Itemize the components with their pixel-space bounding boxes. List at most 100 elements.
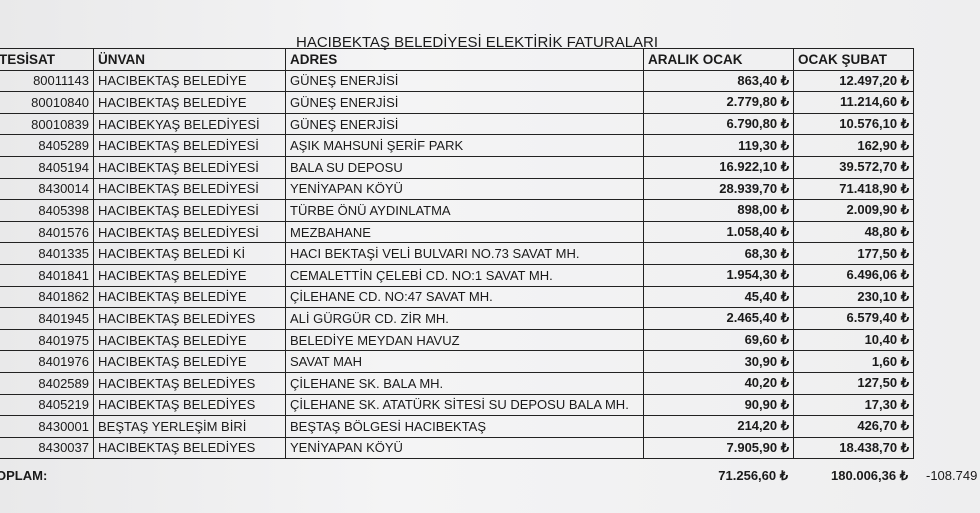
address: ÇİLEHANE CD. NO:47 SAVAT MH. xyxy=(285,285,644,309)
facility-id: 8401976 xyxy=(0,350,94,373)
amount-ocak-subat: 71.418,90 ₺ xyxy=(793,177,914,201)
table-row: 8405194 HACIBEKTAŞ BELEDİYESİ BALA SU DEPO… xyxy=(0,155,914,179)
holder: HACIBEKTAŞ BELEDİYESİ xyxy=(93,155,286,179)
holder: HACIBEKTAŞ BELEDİYES xyxy=(93,307,286,330)
total-difference: -108.749 xyxy=(926,468,978,483)
facility-id: 8402589 xyxy=(0,371,94,395)
amount-ocak-subat: 10.576,10 ₺ xyxy=(793,112,914,136)
header-row: TESİSAT ÜNVAN ADRES ARALIK OCAK OCAK ŞUBAT xyxy=(0,48,914,71)
amount-aralik-ocak: 28.939,70 ₺ xyxy=(643,177,794,201)
table-row: 8405398 HACIBEKTAŞ BELEDİYESİ TÜRBE ÖNÜ AY… xyxy=(0,199,914,222)
address: MEZBAHANE xyxy=(285,220,644,244)
amount-ocak-subat: 39.572,70 ₺ xyxy=(793,155,914,179)
holder: HACIBEKTAŞ BELEDİYESİ xyxy=(93,199,286,222)
address: BEŞTAŞ BÖLGESİ HACIBEKTAŞ xyxy=(285,415,644,438)
address: ALİ GÜRGÜR CD. ZİR MH. xyxy=(285,307,644,330)
holder: HACIBEKTAŞ BELEDİYES xyxy=(93,371,286,395)
amount-aralik-ocak: 2.465,40 ₺ xyxy=(643,307,794,330)
amount-ocak-subat: 162,90 ₺ xyxy=(793,134,914,157)
amount-ocak-subat: 18.438,70 ₺ xyxy=(793,436,914,460)
holder: HACIBEKTAŞ BELEDİYESİ xyxy=(93,220,286,244)
table-row: 80010840 HACIBEKTAŞ BELEDİYE GÜNEŞ ENERJİS… xyxy=(0,91,914,114)
amount-aralik-ocak: 863,40 ₺ xyxy=(643,69,794,93)
holder: HACIBEKTAŞ BELEDİYE xyxy=(93,350,286,373)
holder: HACIBEKTAŞ BELEDİYE xyxy=(93,263,286,287)
holder: HACIBEKYAŞ BELEDİYESİ xyxy=(93,112,286,136)
address: TÜRBE ÖNÜ AYDINLATMA xyxy=(285,199,644,222)
column-header: TESİSAT xyxy=(0,48,94,71)
amount-ocak-subat: 6.579,40 ₺ xyxy=(793,307,914,330)
table-row: 80010839 HACIBEKYAŞ BELEDİYESİ GÜNEŞ ENERJ… xyxy=(0,112,914,136)
address: ÇİLEHANE SK. ATATÜRK SİTESİ SU DEPOSU BA… xyxy=(285,393,644,417)
total-aralik-ocak: 71.256,60 ₺ xyxy=(718,468,788,483)
holder: HACIBEKTAŞ BELEDİYE xyxy=(93,285,286,309)
table-row: 8401862 HACIBEKTAŞ BELEDİYE ÇİLEHANE CD. N… xyxy=(0,285,914,309)
facility-id: 80010840 xyxy=(0,91,94,114)
holder: BEŞTAŞ YERLEŞİM BİRİ xyxy=(93,415,286,438)
facility-id: 8401975 xyxy=(0,328,94,352)
amount-aralik-ocak: 1.058,40 ₺ xyxy=(643,220,794,244)
table-row: 8430014 HACIBEKTAŞ BELEDİYESİ YENİYAPAN KÖ… xyxy=(0,177,914,201)
column-header: ARALIK OCAK xyxy=(643,48,794,71)
amount-ocak-subat: 230,10 ₺ xyxy=(793,285,914,309)
facility-id: 8401841 xyxy=(0,263,94,287)
facility-id: 8405398 xyxy=(0,199,94,222)
table-row: 8405289 HACIBEKTAŞ BELEDİYESİ AŞIK MAHSUNİ… xyxy=(0,134,914,157)
table-body: 80011143 HACIBEKTAŞ BELEDİYE GÜNEŞ ENERJİS… xyxy=(0,69,914,460)
amount-ocak-subat: 426,70 ₺ xyxy=(793,415,914,438)
address: YENİYAPAN KÖYÜ xyxy=(285,436,644,460)
holder: HACIBEKTAŞ BELEDİYE xyxy=(93,91,286,114)
facility-id: 8405194 xyxy=(0,155,94,179)
facility-id: 8401576 xyxy=(0,220,94,244)
amount-aralik-ocak: 7.905,90 ₺ xyxy=(643,436,794,460)
amount-aralik-ocak: 2.779,80 ₺ xyxy=(643,91,794,114)
facility-id: 80011143 xyxy=(0,69,94,93)
facility-id: 8430001 xyxy=(0,415,94,438)
table-row: 80011143 HACIBEKTAŞ BELEDİYE GÜNEŞ ENERJİS… xyxy=(0,69,914,93)
table-row: 8402589 HACIBEKTAŞ BELEDİYES ÇİLEHANE SK. … xyxy=(0,371,914,395)
amount-ocak-subat: 1,60 ₺ xyxy=(793,350,914,373)
address: ÇİLEHANE SK. BALA MH. xyxy=(285,371,644,395)
address: CEMALETTİN ÇELEBİ CD. NO:1 SAVAT MH. xyxy=(285,263,644,287)
amount-ocak-subat: 11.214,60 ₺ xyxy=(793,91,914,114)
facility-id: 8401862 xyxy=(0,285,94,309)
amount-aralik-ocak: 119,30 ₺ xyxy=(643,134,794,157)
holder: HACIBEKTAŞ BELEDİYES xyxy=(93,393,286,417)
amount-ocak-subat: 177,50 ₺ xyxy=(793,242,914,265)
facility-id: 8430037 xyxy=(0,436,94,460)
table-row: 8401945 HACIBEKTAŞ BELEDİYES ALİ GÜRGÜR CD… xyxy=(0,307,914,330)
amount-ocak-subat: 2.009,90 ₺ xyxy=(793,199,914,222)
invoice-table: TESİSAT ÜNVAN ADRES ARALIK OCAK OCAK ŞUBAT 8… xyxy=(0,48,914,460)
column-header: ÜNVAN xyxy=(93,48,286,71)
address: BELEDİYE MEYDAN HAVUZ xyxy=(285,328,644,352)
amount-aralik-ocak: 16.922,10 ₺ xyxy=(643,155,794,179)
total-label: OPLAM: xyxy=(0,468,48,483)
amount-aralik-ocak: 1.954,30 ₺ xyxy=(643,263,794,287)
facility-id: 80010839 xyxy=(0,112,94,136)
amount-aralik-ocak: 45,40 ₺ xyxy=(643,285,794,309)
table-row: 8405219 HACIBEKTAŞ BELEDİYES ÇİLEHANE SK. … xyxy=(0,393,914,417)
holder: HACIBEKTAŞ BELEDİYE xyxy=(93,69,286,93)
holder: HACIBEKTAŞ BELEDİYES xyxy=(93,436,286,460)
holder: HACIBEKTAŞ BELEDİYE xyxy=(93,328,286,352)
facility-id: 8401945 xyxy=(0,307,94,330)
amount-aralik-ocak: 40,20 ₺ xyxy=(643,371,794,395)
column-header: OCAK ŞUBAT xyxy=(793,48,914,71)
facility-id: 8405289 xyxy=(0,134,94,157)
address: SAVAT MAH xyxy=(285,350,644,373)
holder: HACIBEKTAŞ BELEDİYESİ xyxy=(93,177,286,201)
column-header: ADRES xyxy=(285,48,644,71)
address: HACI BEKTAŞİ VELİ BULVARI NO.73 SAVAT MH… xyxy=(285,242,644,265)
facility-id: 8405219 xyxy=(0,393,94,417)
amount-aralik-ocak: 90,90 ₺ xyxy=(643,393,794,417)
table-row: 8430001 BEŞTAŞ YERLEŞİM BİRİ BEŞTAŞ BÖLGES… xyxy=(0,415,914,438)
address: YENİYAPAN KÖYÜ xyxy=(285,177,644,201)
amount-aralik-ocak: 68,30 ₺ xyxy=(643,242,794,265)
table-row: 8430037 HACIBEKTAŞ BELEDİYES YENİYAPAN KÖY… xyxy=(0,436,914,460)
amount-aralik-ocak: 69,60 ₺ xyxy=(643,328,794,352)
amount-aralik-ocak: 214,20 ₺ xyxy=(643,415,794,438)
amount-ocak-subat: 6.496,06 ₺ xyxy=(793,263,914,287)
table-row: 8401841 HACIBEKTAŞ BELEDİYE CEMALETTİN ÇEL… xyxy=(0,263,914,287)
amount-aralik-ocak: 898,00 ₺ xyxy=(643,199,794,222)
